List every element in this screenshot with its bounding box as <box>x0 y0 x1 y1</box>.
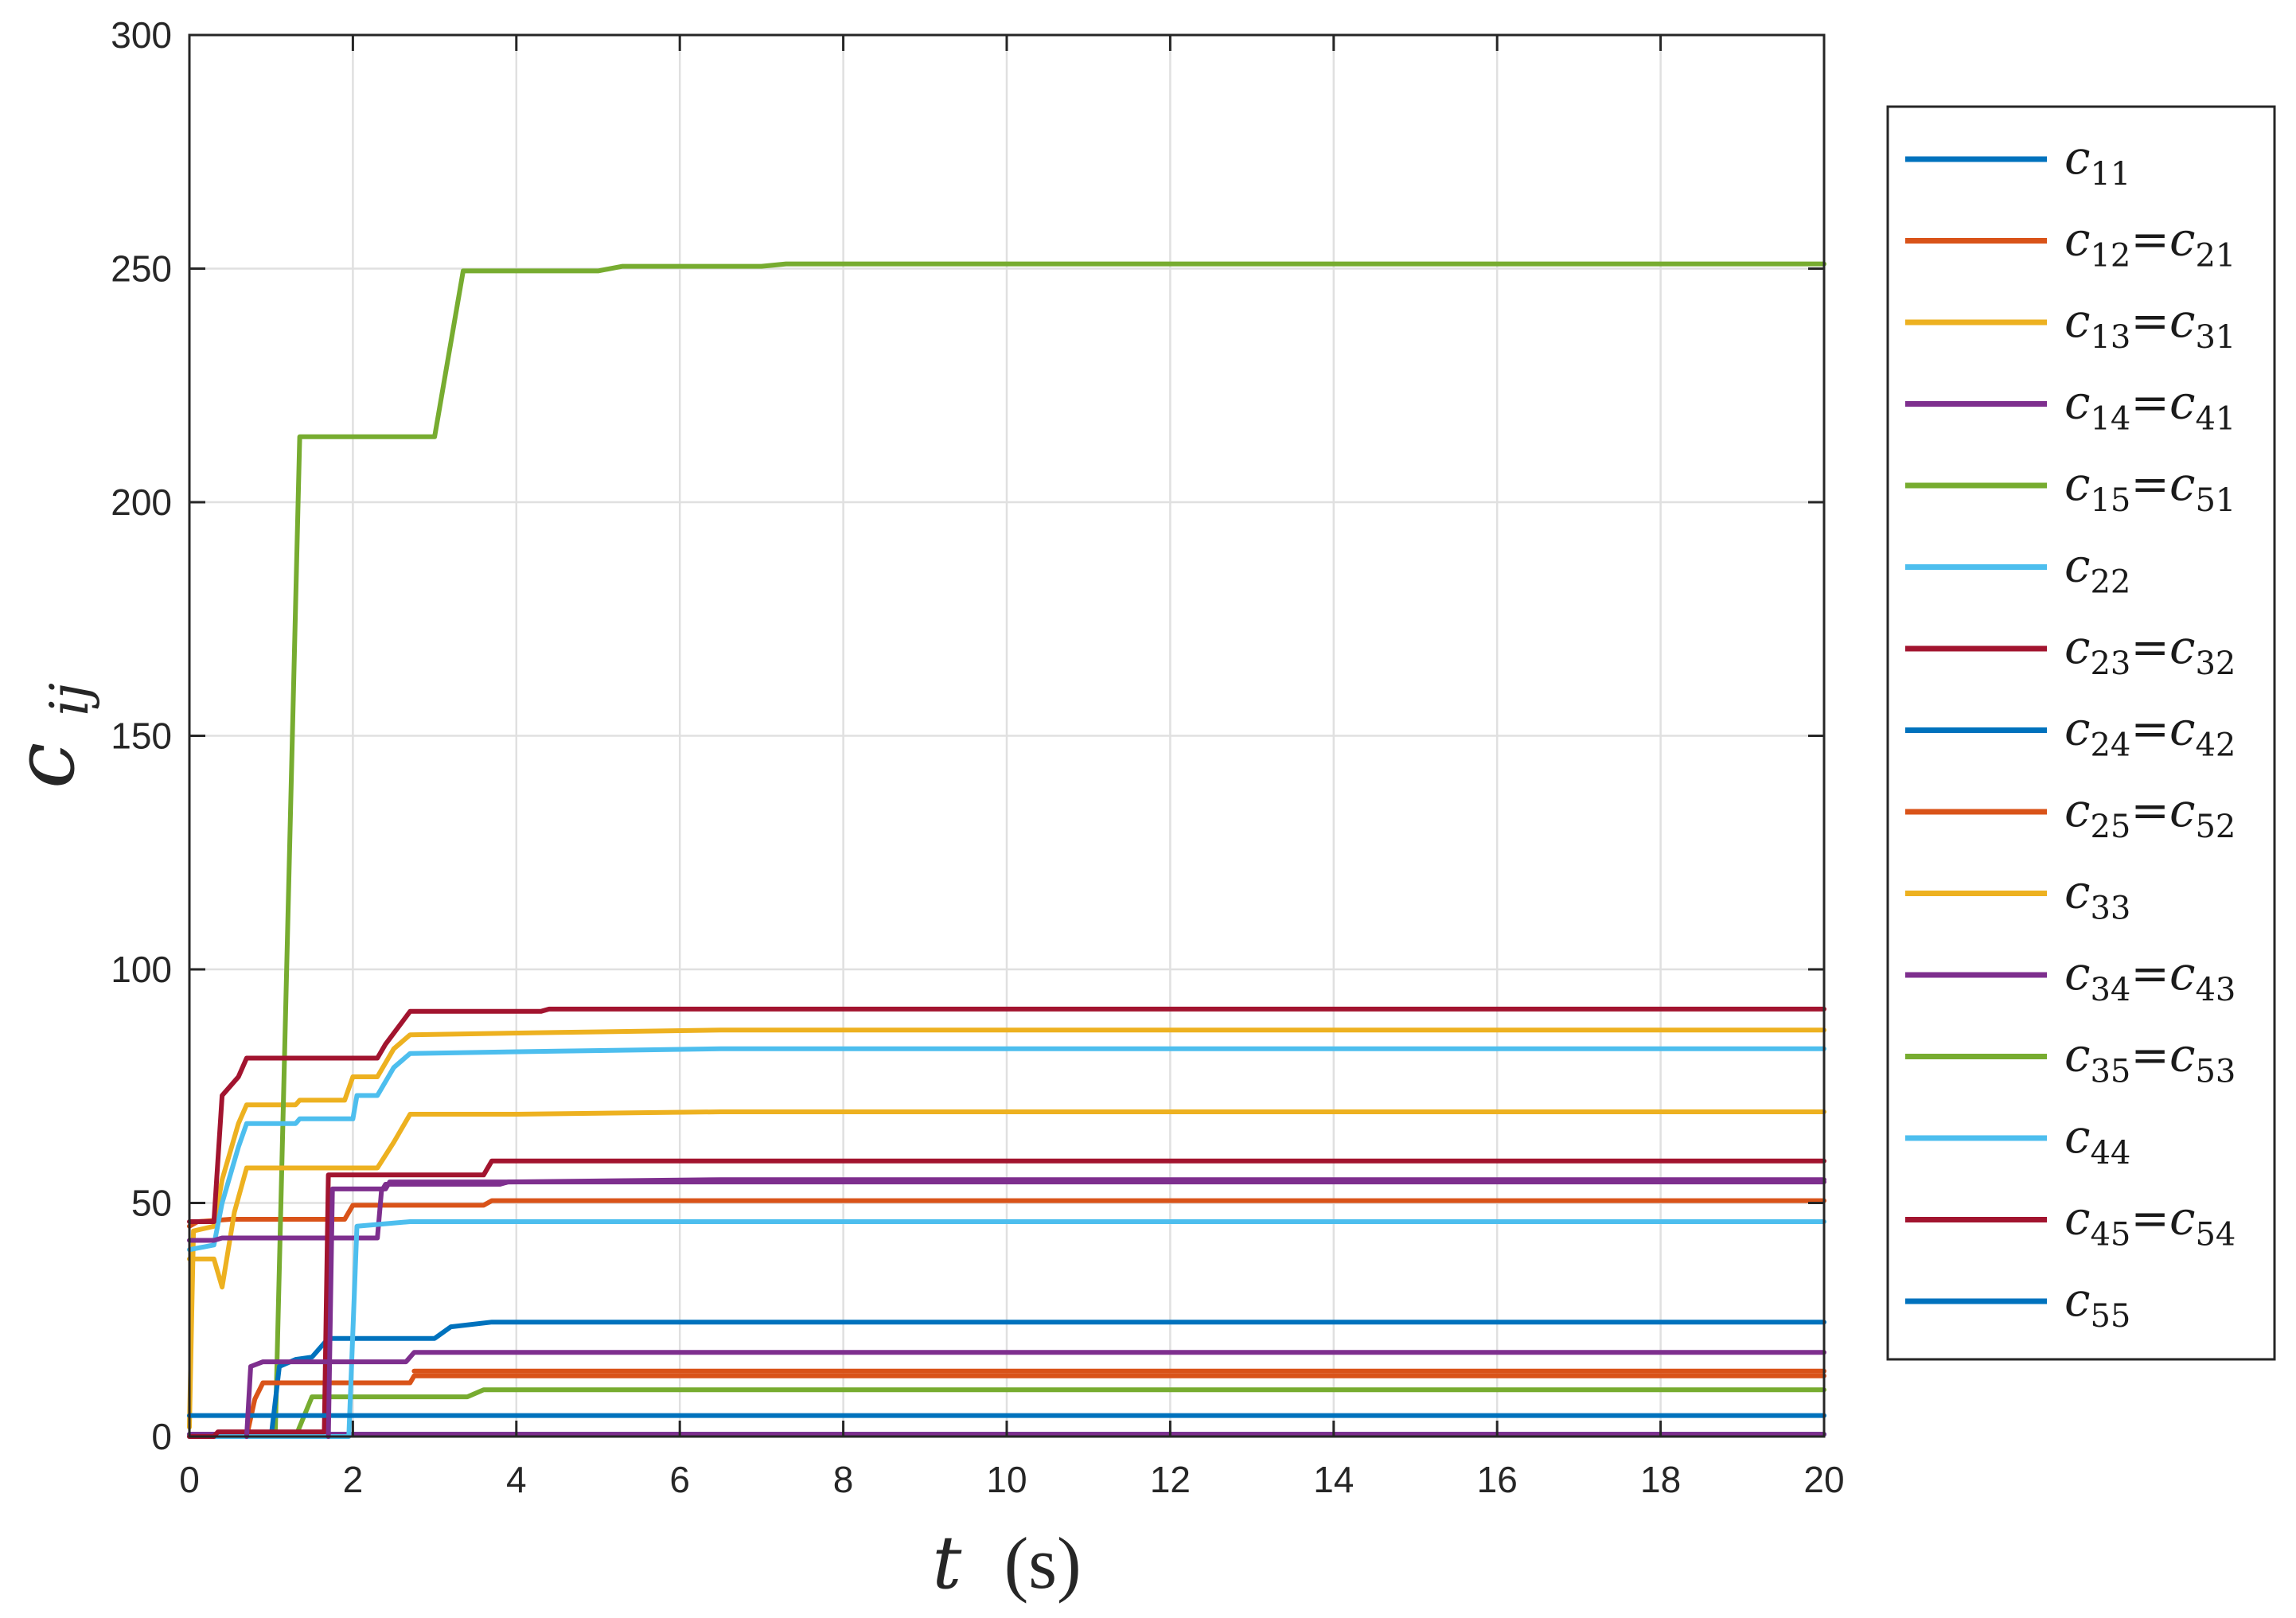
legend-entry-label: c44 <box>2064 1109 2130 1172</box>
grid <box>189 35 1824 1437</box>
y-tick-label: 150 <box>111 715 172 757</box>
legend-entry-label: c33 <box>2064 865 2130 927</box>
y-tick-label: 200 <box>111 482 172 523</box>
x-axis-ticks: 0 2 4 6 8 10 12 14 16 18 20 <box>179 35 1845 1500</box>
y-tick-label: 50 <box>131 1183 172 1224</box>
x-tick-label: 16 <box>1477 1459 1518 1500</box>
series-line <box>187 1046 1826 1253</box>
x-tick-label: 10 <box>986 1459 1027 1500</box>
x-tick-label: 14 <box>1313 1459 1354 1500</box>
series-line <box>187 1027 1826 1430</box>
legend-entry-label: c35=c53 <box>2064 1028 2236 1090</box>
legend-entry-label: c55 <box>2064 1273 2130 1335</box>
x-tick-label: 18 <box>1640 1459 1681 1500</box>
series-line <box>187 1320 1826 1439</box>
series-line <box>187 1109 1826 1290</box>
y-axis-title: c ij <box>0 683 100 789</box>
x-tick-label: 8 <box>833 1459 854 1500</box>
y-axis-subscript: ij <box>39 683 100 716</box>
series-line <box>244 1350 1826 1439</box>
x-axis-unit: (s) <box>1004 1522 1082 1604</box>
x-tick-label: 6 <box>669 1459 690 1500</box>
x-tick-label: 20 <box>1803 1459 1844 1500</box>
legend-entry-label: c34=c43 <box>2064 946 2236 1008</box>
legend-entry-label: c24=c42 <box>2064 702 2236 764</box>
series-line <box>187 1006 1826 1224</box>
legend-entry-label: c13=c31 <box>2064 294 2236 356</box>
x-axis-variable: t <box>932 1520 962 1605</box>
y-axis-base: c <box>0 743 93 789</box>
legend-entry-label: c11 <box>2064 131 2130 193</box>
x-tick-label: 4 <box>506 1459 527 1500</box>
x-tick-label: 0 <box>179 1459 200 1500</box>
x-tick-label: 12 <box>1150 1459 1191 1500</box>
legend-entry-label: c14=c41 <box>2064 376 2236 438</box>
y-tick-label: 0 <box>151 1416 172 1457</box>
legend-entry-label: c15=c51 <box>2064 457 2236 519</box>
y-tick-label: 100 <box>111 949 172 990</box>
legend-entry-label: c22 <box>2064 539 2130 601</box>
y-tick-label: 250 <box>111 248 172 290</box>
legend-entry-label: c12=c21 <box>2064 212 2236 275</box>
x-axis-title: t (s) <box>932 1520 1081 1605</box>
legend-items: c11 c12=c21 c13=c31 c14=c41 c15=c51 c22 c23=c3… <box>1905 131 2236 1335</box>
legend-entry-label: c23=c32 <box>2064 620 2236 682</box>
y-axis-ticks: 0 50 100 150 200 250 300 <box>111 14 1824 1457</box>
legend-entry-label: c45=c54 <box>2064 1191 2236 1253</box>
legend-entry-label: c25=c52 <box>2064 783 2236 845</box>
x-tick-label: 2 <box>343 1459 364 1500</box>
series-line <box>325 1179 1826 1439</box>
legend: c11 c12=c21 c13=c31 c14=c41 c15=c51 c22 c23=c3… <box>1886 105 2276 1361</box>
y-tick-label: 300 <box>111 14 172 56</box>
series-line <box>187 261 1826 1439</box>
